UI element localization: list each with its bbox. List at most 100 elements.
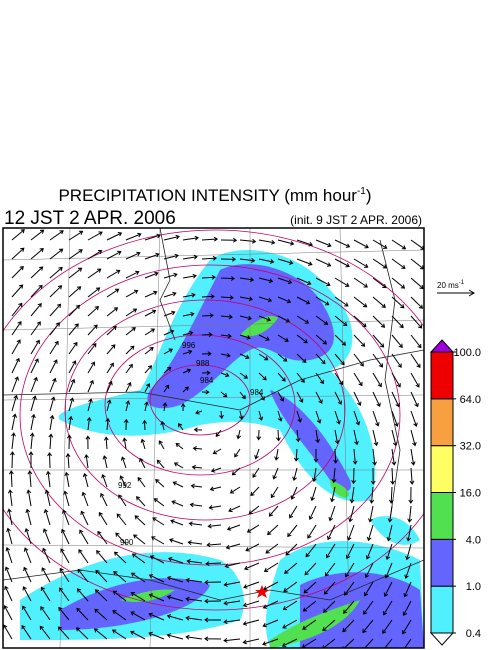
wind-arrow — [327, 524, 336, 541]
wind-arrow — [334, 391, 342, 405]
wind-arrow — [30, 266, 44, 279]
wind-arrow — [87, 287, 101, 298]
wind-arrow — [144, 383, 151, 393]
wind-arrow — [103, 436, 109, 450]
wind-arrow — [207, 523, 222, 529]
wind-arrow — [352, 448, 358, 465]
wind-arrow — [182, 368, 192, 374]
wind-arrow — [353, 258, 369, 268]
wind-arrow — [11, 339, 21, 355]
wind-arrow — [189, 502, 203, 508]
wind-arrow — [201, 351, 212, 357]
wind-arrow — [224, 562, 241, 569]
contour-label: 990 — [120, 538, 134, 547]
wind-arrow — [334, 315, 348, 327]
wind-arrow — [142, 419, 148, 431]
scale-arrow — [437, 289, 475, 297]
wind-arrow — [274, 448, 279, 461]
graticule — [3, 228, 424, 648]
wind-arrow — [263, 562, 279, 572]
wind-arrow — [410, 448, 416, 466]
wind-arrow — [163, 310, 176, 317]
wind-arrow — [182, 386, 189, 393]
wind-arrow — [226, 524, 241, 531]
wind-arrow — [153, 498, 165, 507]
wind-arrow — [68, 304, 81, 317]
wind-arrow — [44, 489, 51, 507]
wind-arrow — [391, 429, 398, 447]
wind-arrow — [404, 638, 412, 648]
wind-arrow — [125, 400, 131, 412]
wind-arrow — [258, 296, 273, 303]
wind-arrow — [80, 510, 89, 526]
wind-arrow — [386, 524, 393, 542]
wind-arrow — [118, 494, 127, 507]
wind-arrow — [201, 313, 214, 318]
wind-arrow — [383, 581, 393, 597]
colorbar-label: 0.4 — [466, 628, 481, 640]
wind-arrow — [243, 581, 260, 589]
wind-arrow — [349, 486, 355, 504]
wind-arrow — [391, 315, 404, 329]
wind-arrow — [262, 600, 279, 609]
wind-arrow — [125, 232, 142, 241]
wind-arrow — [258, 277, 274, 284]
wind-arrow — [106, 288, 120, 298]
wind-arrow — [258, 391, 265, 401]
wind-arrow — [330, 486, 336, 503]
wind-arrow — [100, 492, 108, 507]
wind-arrow — [11, 320, 22, 336]
wind-arrow — [87, 379, 94, 393]
wind-arrow — [125, 345, 135, 355]
wind-arrow — [315, 429, 320, 444]
contour-label: 988 — [196, 359, 210, 368]
wind-arrow — [116, 513, 127, 526]
wind-arrow — [353, 410, 361, 426]
wind-arrow — [120, 456, 127, 469]
wind-arrow — [133, 534, 146, 545]
wind-arrow — [405, 543, 412, 561]
wind-arrow — [175, 443, 184, 450]
wind-arrow — [182, 235, 200, 241]
wind-arrow — [22, 586, 32, 602]
wind-arrow — [263, 581, 279, 591]
wind-arrow — [152, 517, 165, 526]
wind-arrow — [149, 555, 165, 564]
colorbar-end-low — [429, 632, 455, 646]
wind-arrow — [305, 543, 317, 558]
wind-arrow — [410, 391, 419, 408]
wind-arrow — [106, 269, 121, 279]
wind-arrow — [315, 296, 330, 306]
wind-arrow — [242, 600, 260, 608]
wind-arrow — [49, 248, 64, 260]
wind-arrow — [11, 432, 16, 450]
wind-arrow — [254, 448, 260, 460]
wind-arrow — [246, 524, 260, 533]
wind-arrow — [410, 315, 423, 329]
wind-arrow — [277, 391, 284, 402]
wind-arrow — [353, 372, 363, 387]
wind-arrow — [166, 575, 184, 583]
wind-arrow — [351, 467, 357, 485]
wind-arrow — [353, 429, 359, 446]
wind-arrow — [30, 413, 36, 431]
wind-arrow — [268, 505, 279, 517]
wind-arrow — [5, 546, 13, 564]
wind-arrow — [68, 286, 82, 298]
wind-arrow — [343, 600, 355, 614]
wind-arrow — [43, 508, 51, 526]
wind-arrow — [9, 451, 15, 469]
wind-arrow — [106, 250, 122, 260]
wind-arrow — [404, 562, 412, 579]
wind-arrow — [229, 486, 241, 494]
wind-arrow — [166, 614, 184, 621]
wind-arrow — [87, 231, 103, 241]
wind-arrow — [94, 589, 108, 602]
wind-arrow — [66, 434, 72, 450]
wind-arrow — [353, 334, 366, 347]
colorbar-end-high — [429, 339, 455, 353]
wind-arrow — [328, 505, 336, 522]
wind-arrow — [220, 372, 230, 378]
wind-arrow — [277, 296, 292, 304]
wind-arrow — [139, 457, 146, 469]
